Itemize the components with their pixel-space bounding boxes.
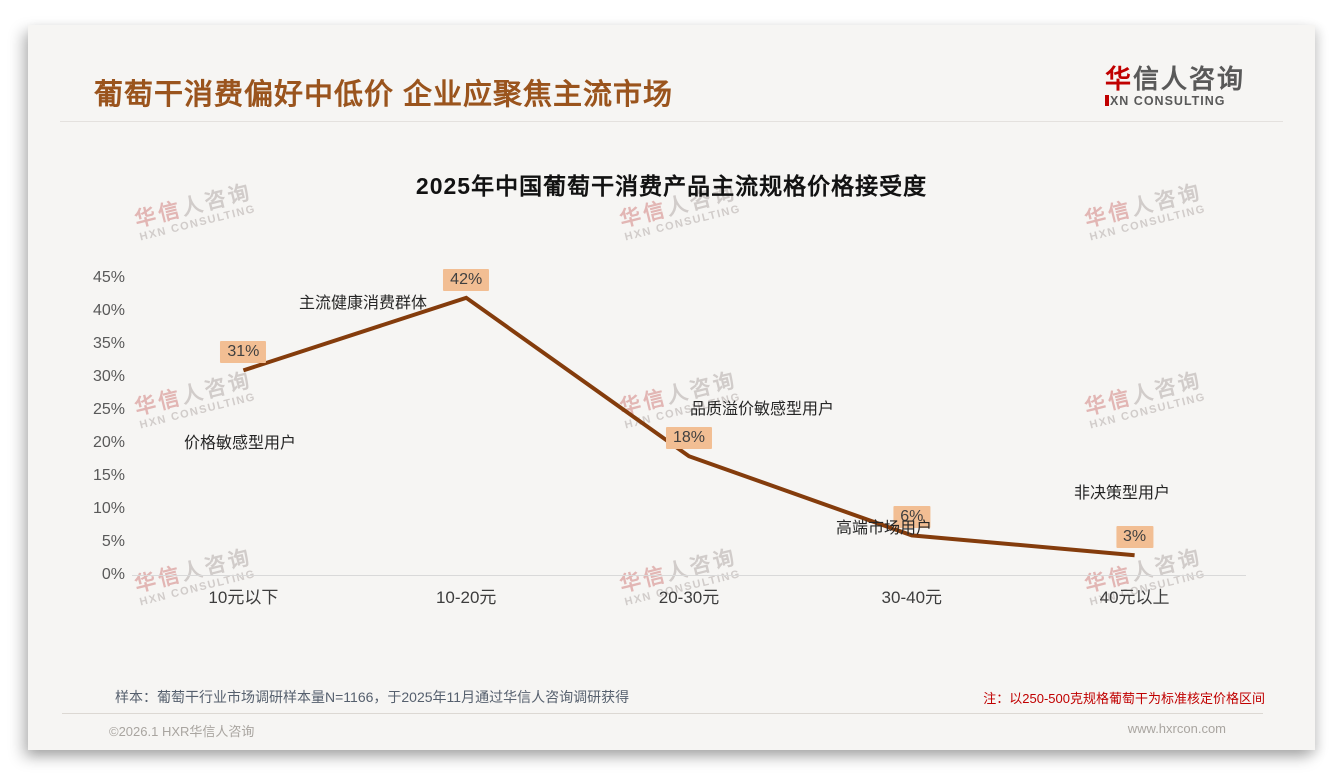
- line-chart: 45% 40% 35% 30% 25% 20% 15% 10% 5% 0% 10元以下 10-20元 2…: [28, 25, 1315, 750]
- sample-note: 样本：葡萄干行业市场调研样本量N=1166，于2025年11月通过华信人咨询调研…: [115, 689, 630, 705]
- header-divider: [60, 121, 1283, 122]
- x-axis-line: [132, 575, 1246, 576]
- price-note: 注：以250-500克规格葡萄干为标准核定价格区间: [983, 691, 1265, 706]
- y-axis-tick-label: 20%: [92, 434, 125, 451]
- trend-line-svg: [242, 295, 1135, 558]
- x-axis-category-label: 30-40元: [881, 588, 943, 607]
- data-value-label: 3%: [1116, 526, 1154, 549]
- segment-annotation: 主流健康消费群体: [298, 295, 428, 312]
- segment-annotation: 价格敏感型用户: [183, 435, 297, 452]
- report-card: 华信人咨询 HXN CONSULTING 华信人咨询 HXN CONSULTING 华信…: [28, 25, 1315, 750]
- footer-divider: [62, 713, 1263, 714]
- logo-en: XN CONSULTING: [1104, 94, 1245, 108]
- x-axis-category-label: 40元以上: [1099, 588, 1170, 607]
- segment-annotation: 品质溢价敏感型用户: [689, 401, 835, 418]
- footer-website: www.hxrcon.com: [1127, 721, 1226, 736]
- page-title: 葡萄干消费偏好中低价 企业应聚焦主流市场: [94, 79, 674, 111]
- data-value-label: 6%: [893, 506, 931, 529]
- y-axis-tick-label: 0%: [101, 566, 125, 583]
- data-value-label: 18%: [665, 427, 713, 450]
- logo-en-text: XN CONSULTING: [1109, 94, 1226, 108]
- data-value-label: 31%: [220, 341, 267, 364]
- y-axis-tick-label: 35%: [92, 335, 125, 352]
- logo-cn-rest: 信人咨询: [1132, 64, 1245, 94]
- y-axis-tick-label: 30%: [92, 368, 125, 385]
- data-value-label: 42%: [443, 268, 490, 291]
- x-axis-category-label: 10-20元: [435, 588, 497, 607]
- footer-copyright: ©2026.1 HXR华信人咨询: [109, 724, 255, 739]
- y-axis-tick-label: 25%: [92, 401, 125, 418]
- y-axis-tick-label: 5%: [101, 533, 125, 550]
- y-axis-tick-label: 40%: [92, 302, 125, 319]
- segment-annotation: 非决策型用户: [1073, 485, 1171, 502]
- chart-title: 2025年中国葡萄干消费产品主流规格价格接受度: [415, 173, 928, 199]
- x-axis-category-label: 20-30元: [658, 588, 720, 607]
- y-axis-tick-label: 10%: [92, 500, 125, 517]
- trend-line: [242, 295, 1135, 558]
- logo-cn: 华信人咨询: [1105, 65, 1245, 93]
- segment-annotation: 高端市场用户: [835, 520, 933, 537]
- logo-cn-red: 华: [1104, 64, 1133, 94]
- brand-logo: 华信人咨询 XN CONSULTING: [1104, 65, 1245, 108]
- y-axis-tick-label: 45%: [92, 269, 125, 286]
- logo-mark-icon: [1104, 95, 1109, 106]
- y-axis-tick-label: 15%: [92, 467, 125, 484]
- x-axis-category-label: 10元以下: [208, 588, 279, 607]
